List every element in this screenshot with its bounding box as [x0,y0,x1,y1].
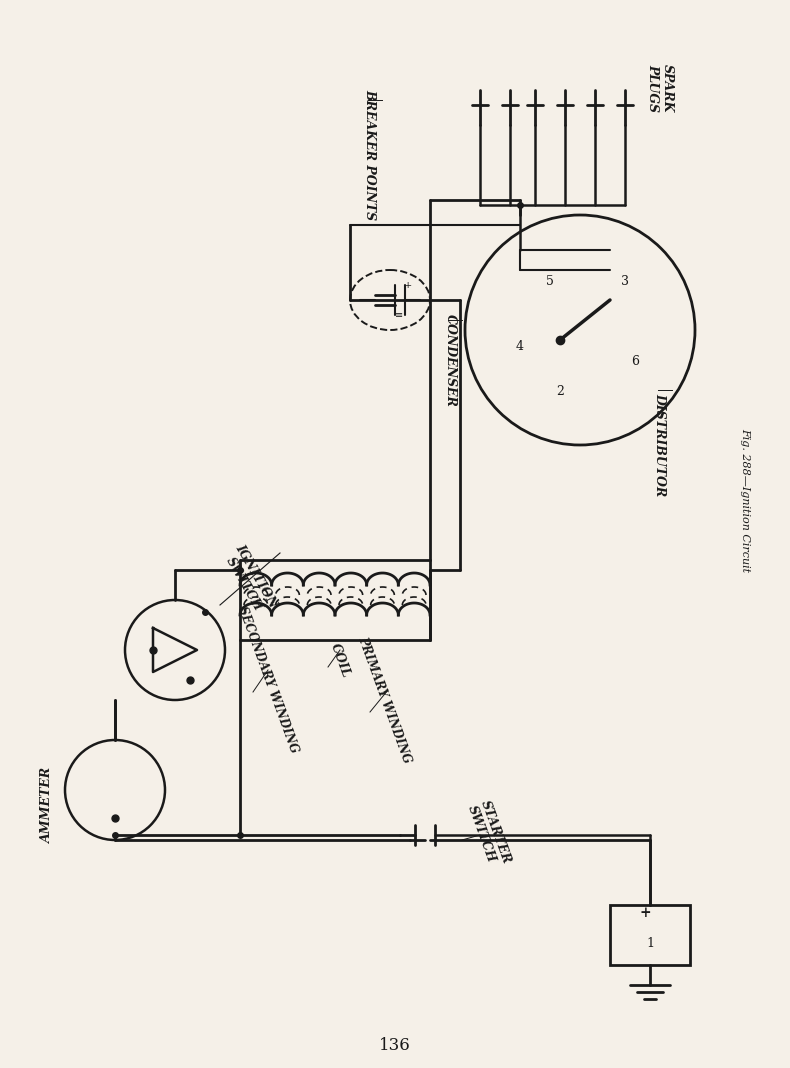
Text: AMMETER: AMMETER [40,767,54,843]
Text: CONDENSER: CONDENSER [443,314,457,407]
Text: Fig. 288—Ignition Circuit: Fig. 288—Ignition Circuit [740,428,750,572]
Text: 2: 2 [556,384,564,398]
Text: ≡: ≡ [395,311,403,320]
Text: +: + [404,281,412,290]
Text: SPARK
PLUGS: SPARK PLUGS [646,64,674,112]
Text: IGNITION
SWITCH: IGNITION SWITCH [220,543,280,617]
Text: SECONDARY WINDING: SECONDARY WINDING [235,604,301,755]
Text: COIL: COIL [328,641,352,679]
Text: +: + [639,906,651,920]
Text: 3: 3 [621,274,629,288]
Text: STARTER
SWITCH: STARTER SWITCH [465,799,514,870]
Text: 5: 5 [546,274,554,288]
Text: 4: 4 [516,340,524,354]
Text: DISTRIBUTOR: DISTRIBUTOR [653,393,667,497]
Text: BREAKER POINTS: BREAKER POINTS [363,90,377,221]
Text: 1: 1 [646,937,654,951]
Text: 136: 136 [379,1037,411,1053]
Text: PRIMARY WINDING: PRIMARY WINDING [356,634,414,766]
Bar [610,905,690,965]
Text: 6: 6 [631,355,639,368]
